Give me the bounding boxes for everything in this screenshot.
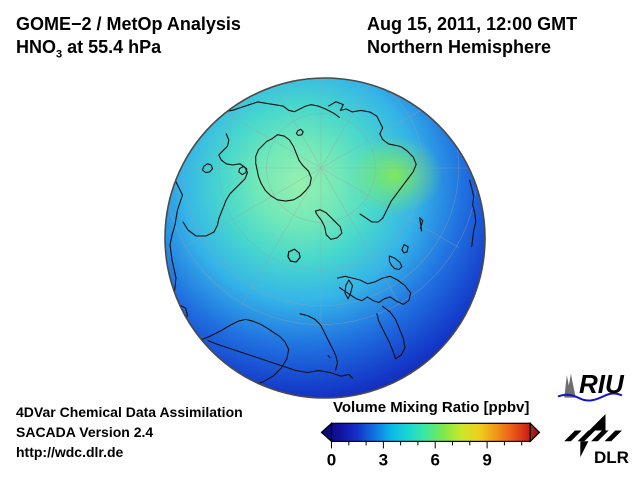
- svg-text:0: 0: [327, 450, 336, 469]
- svg-text:DLR: DLR: [594, 448, 629, 467]
- svg-text:3: 3: [379, 450, 388, 469]
- svg-text:6: 6: [430, 450, 439, 469]
- svg-text:9: 9: [482, 450, 491, 469]
- svg-text:RIU: RIU: [579, 369, 625, 399]
